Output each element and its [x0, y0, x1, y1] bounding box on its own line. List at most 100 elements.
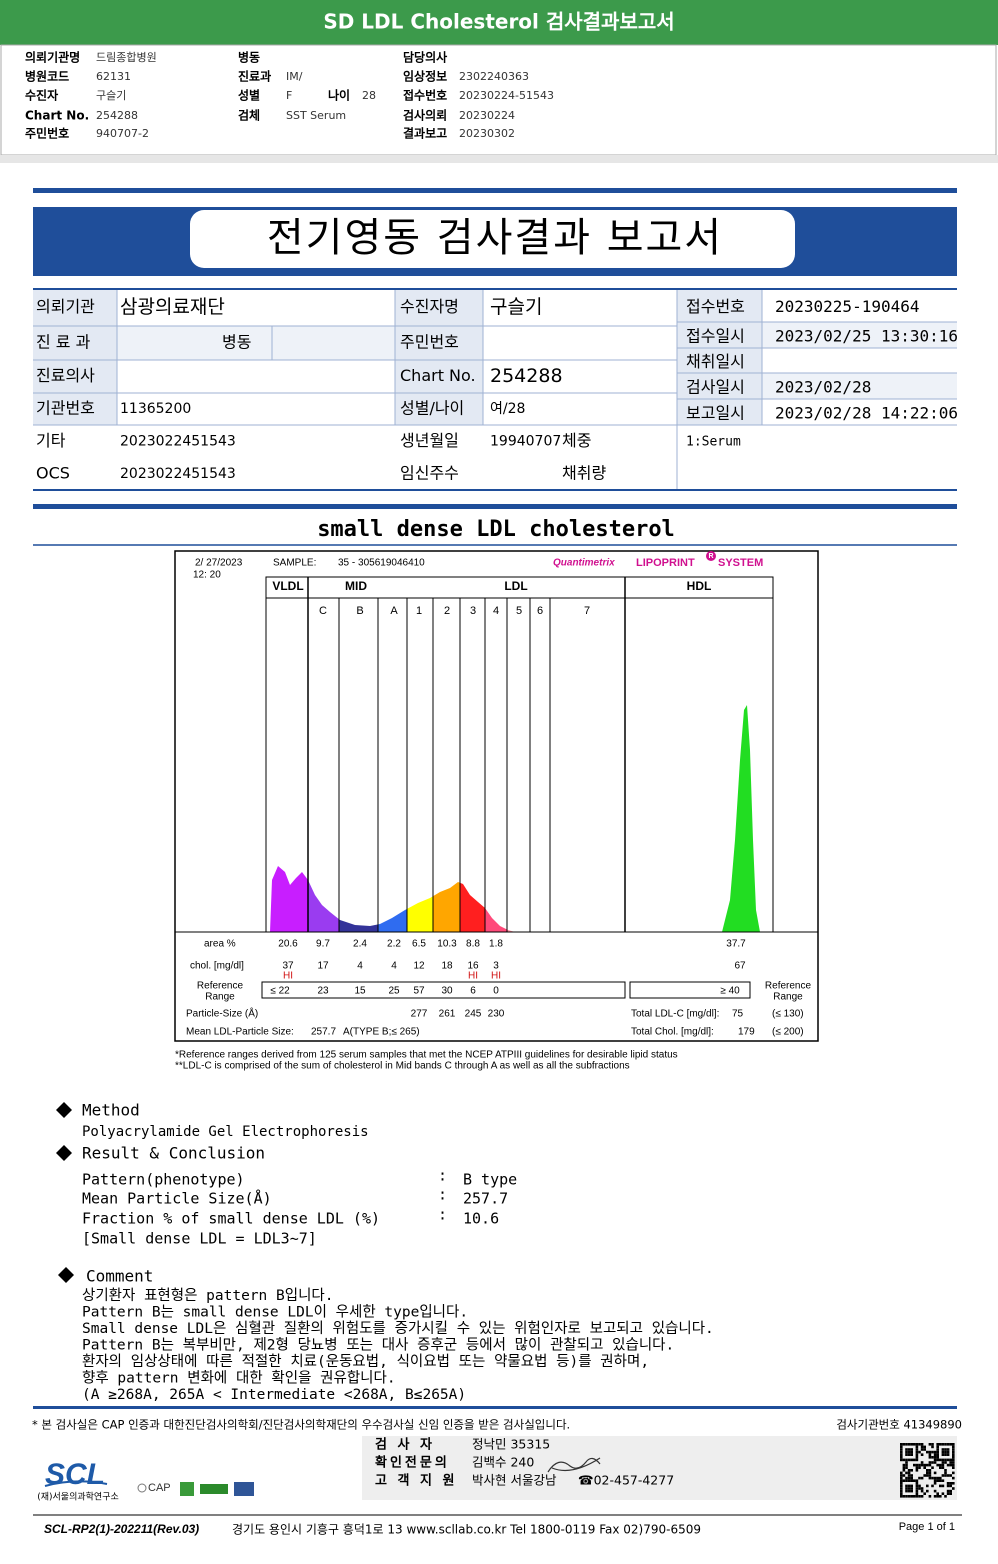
chol-value: 12	[413, 961, 425, 972]
result-value: 10.6	[463, 1210, 499, 1228]
qr-cell	[931, 1450, 934, 1454]
total-ref: (≤ 130)	[772, 1009, 804, 1020]
system: SYSTEM	[718, 557, 763, 569]
qr-cell	[905, 1448, 908, 1451]
field-value: 20230302	[459, 127, 515, 140]
cell-value: 여/28	[490, 401, 525, 417]
comment-line: Pattern B는 small dense LDL이 우세한 type입니다.	[82, 1304, 468, 1321]
qr-cell	[923, 1492, 926, 1495]
qr-cell	[920, 1453, 924, 1456]
group-label: MID	[345, 579, 367, 593]
qr-cell	[902, 1474, 906, 1477]
qr-cell	[905, 1484, 908, 1488]
cell-value: 20230225-190464	[775, 297, 920, 316]
cell-label: 진료의사	[36, 366, 95, 385]
cell-extra: 체중	[562, 431, 591, 450]
result-label: Fraction % of small dense LDL (%)	[82, 1210, 380, 1228]
box	[0, 0, 998, 45]
qr-cell	[902, 1495, 906, 1498]
qr-cell	[900, 1482, 903, 1485]
trademark-circle	[706, 551, 716, 561]
qr-cell	[900, 1458, 903, 1462]
qr-cell	[933, 1450, 937, 1454]
logo: SCL	[45, 1458, 105, 1491]
qr-cell	[907, 1448, 911, 1451]
qr-cell	[928, 1456, 932, 1459]
qr-cell	[907, 1484, 911, 1488]
qr-cell	[926, 1489, 929, 1493]
box	[234, 1482, 254, 1496]
qr-cell	[939, 1495, 942, 1498]
qr-cell	[900, 1484, 903, 1488]
qr-cell	[907, 1469, 911, 1472]
box	[33, 360, 117, 393]
qr-cell	[928, 1463, 932, 1467]
box	[33, 393, 117, 425]
qr-cell	[907, 1443, 911, 1446]
qr-cell	[941, 1448, 945, 1451]
qr-cell	[900, 1448, 903, 1451]
qr-cell	[946, 1443, 950, 1446]
qr-cell	[902, 1466, 906, 1469]
qr-cell	[915, 1448, 919, 1451]
qr-cell	[928, 1461, 932, 1464]
field-value: 드림종합병원	[96, 51, 157, 64]
band-label: 3	[470, 605, 476, 617]
qr-cell	[907, 1453, 911, 1456]
result-note: [Small dense LDL = LDL3~7]	[82, 1230, 317, 1248]
reference-value: 15	[354, 986, 366, 997]
qr-cell	[946, 1484, 950, 1488]
qr-cell	[913, 1479, 916, 1482]
field-value: SST Serum	[286, 109, 346, 122]
total-value: 75	[732, 1009, 744, 1020]
qr-cell	[907, 1479, 911, 1482]
qr-cell	[928, 1453, 932, 1456]
accreditation: * 본 검사실은 CAP 인증과 대한진단검사의학회/진단검사의학재단의 우수검…	[32, 1418, 570, 1432]
qr-cell	[907, 1487, 911, 1490]
box	[174, 550, 819, 1042]
qr-cell	[928, 1450, 932, 1454]
institute-name: (재)서울의과학연구소	[37, 1492, 119, 1503]
qr-cell	[905, 1450, 908, 1454]
qr-cell	[946, 1448, 950, 1451]
qr-cell	[920, 1445, 924, 1449]
qr-cell	[910, 1443, 913, 1446]
reference-value: 0	[493, 986, 499, 997]
header-title: SD LDL Cholesterol 검사결과보고서	[323, 10, 674, 34]
qr-cell	[918, 1443, 921, 1446]
qr-cell	[905, 1461, 908, 1464]
box	[395, 326, 483, 360]
qr-cell	[920, 1443, 924, 1446]
band-label: 1	[416, 605, 422, 617]
result-sep: :	[438, 1186, 447, 1204]
qr-cell	[926, 1469, 929, 1472]
signer-role: 검 사 자	[375, 1437, 435, 1453]
qr-cell	[933, 1461, 937, 1464]
qr-cell	[952, 1448, 955, 1451]
qr-cell	[941, 1461, 945, 1464]
qr-cell	[926, 1474, 929, 1477]
qr-cell	[952, 1482, 955, 1485]
chol-value: 4	[391, 961, 397, 972]
qr-cell	[941, 1479, 945, 1482]
reference-value: 23	[317, 986, 329, 997]
trademark: R	[708, 553, 713, 560]
qr-cell	[933, 1489, 937, 1493]
row-label: Reference	[197, 981, 244, 992]
qr-cell	[946, 1482, 950, 1485]
cell-extra: 채취량	[562, 464, 606, 483]
qr-cell	[920, 1487, 924, 1490]
bullet	[56, 1145, 72, 1161]
field-value: IM/	[286, 70, 303, 83]
signer-name: 김백수 240	[472, 1455, 534, 1470]
qr-cell	[928, 1443, 932, 1446]
qr-cell	[928, 1471, 932, 1475]
heading: Comment	[86, 1267, 153, 1286]
specimen: 1:Serum	[686, 435, 741, 450]
flag: HI	[491, 971, 501, 982]
qr-cell	[946, 1450, 950, 1454]
qr-cell	[936, 1492, 939, 1495]
signer-role: 확인전문의	[375, 1455, 450, 1471]
qr-cell	[907, 1489, 911, 1493]
field-value: 940707-2	[96, 127, 149, 140]
